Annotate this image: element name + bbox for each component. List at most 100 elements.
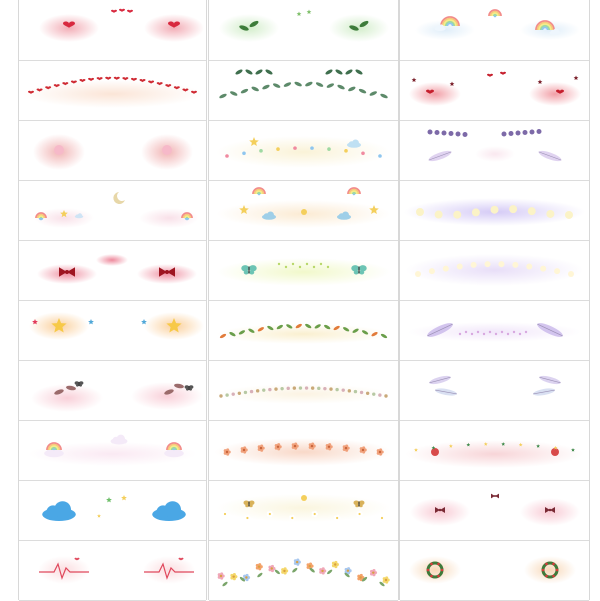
sticker-art bbox=[410, 493, 580, 526]
dot-icon bbox=[464, 330, 468, 334]
heart-icon bbox=[45, 86, 52, 90]
flower-icon bbox=[255, 563, 263, 571]
rainbow-icon bbox=[488, 9, 502, 18]
pearl-icon bbox=[508, 131, 514, 136]
sticker-cell-star-faces-orange bbox=[19, 300, 206, 361]
bow-icon bbox=[435, 507, 445, 513]
flower-icon bbox=[376, 448, 384, 456]
heart-icon bbox=[53, 84, 60, 88]
star-icon bbox=[32, 319, 38, 325]
sticker-cell-red-bow-blush bbox=[19, 240, 206, 301]
feather-icon bbox=[538, 150, 562, 162]
leaf-icon bbox=[286, 324, 293, 329]
leaf-icon bbox=[352, 328, 359, 333]
sticker-art bbox=[219, 69, 388, 99]
dot-icon bbox=[242, 151, 246, 156]
pearl-icon bbox=[462, 132, 468, 137]
sticker-cell-purple-feather-arcs bbox=[400, 300, 589, 361]
bow-icon bbox=[59, 267, 75, 277]
leaf-icon bbox=[371, 331, 378, 337]
sticker-art bbox=[216, 258, 391, 286]
bead-icon bbox=[378, 393, 382, 397]
rainbow-icon bbox=[46, 442, 62, 451]
dot-icon bbox=[298, 265, 302, 269]
sticker-art bbox=[216, 187, 391, 228]
dot-icon bbox=[277, 262, 281, 266]
sticker-cell-pastel-rainbow-clouds bbox=[19, 420, 206, 481]
star-icon bbox=[518, 442, 523, 447]
cloud-icon bbox=[74, 213, 84, 219]
pearl-icon bbox=[498, 261, 505, 268]
star-icon bbox=[141, 319, 147, 325]
pearl-icon bbox=[441, 130, 447, 136]
pearl-icon bbox=[509, 205, 518, 214]
star-icon bbox=[501, 442, 506, 446]
leaf-icon bbox=[355, 69, 363, 75]
heart-icon bbox=[165, 84, 172, 88]
leaf-icon bbox=[219, 93, 227, 99]
butterfly-icon bbox=[353, 500, 365, 508]
star-icon bbox=[536, 444, 540, 448]
heart-icon bbox=[74, 557, 80, 561]
sticker-column bbox=[18, 0, 207, 601]
pearl-icon bbox=[434, 210, 443, 219]
leaf-icon bbox=[333, 325, 340, 331]
flower-icon bbox=[223, 448, 231, 456]
flower-icon bbox=[240, 446, 248, 454]
leaf-icon bbox=[379, 581, 385, 587]
blue-cloud-icon bbox=[42, 501, 76, 521]
star-icon bbox=[449, 444, 453, 448]
star-icon bbox=[369, 205, 379, 214]
leaf-icon bbox=[257, 572, 263, 578]
star-icon bbox=[60, 210, 68, 218]
leaf-icon bbox=[248, 328, 255, 333]
sticker-cell-red-hearts-blush bbox=[19, 0, 206, 61]
leaf-icon bbox=[239, 25, 249, 31]
leaf-icon bbox=[361, 576, 368, 582]
heart-icon bbox=[28, 90, 34, 94]
bead-icon bbox=[372, 392, 376, 396]
leaf-icon bbox=[255, 69, 263, 75]
heart-icon bbox=[130, 77, 137, 82]
flower-icon bbox=[308, 442, 316, 450]
sticker-cell-sun-cloud-faces bbox=[209, 120, 398, 181]
dot-icon bbox=[458, 332, 462, 336]
sticker-cell-bird-leaf-garland bbox=[209, 300, 398, 361]
bead-icon bbox=[341, 388, 345, 392]
dot-icon bbox=[305, 262, 309, 266]
flower-icon bbox=[319, 567, 327, 575]
sticker-art bbox=[407, 322, 582, 342]
flower-icon bbox=[230, 573, 238, 581]
sticker-cell-lilac-feathers-pearls bbox=[400, 120, 589, 181]
bead-icon bbox=[219, 394, 223, 398]
heart-icon bbox=[139, 79, 146, 83]
sticker-art bbox=[38, 556, 195, 584]
pearl-icon bbox=[484, 261, 491, 268]
heart-icon bbox=[173, 86, 180, 90]
leaf-icon bbox=[337, 84, 345, 90]
rainbow-icon bbox=[347, 187, 361, 196]
flower-icon bbox=[311, 510, 319, 518]
bead-icon bbox=[262, 388, 266, 392]
star-icon bbox=[431, 445, 436, 450]
heart-icon bbox=[168, 21, 180, 28]
leaf-icon bbox=[305, 81, 313, 87]
sticker-cell-feather-wings bbox=[400, 360, 589, 421]
pearl-icon bbox=[527, 207, 536, 216]
dot-icon bbox=[482, 332, 486, 336]
star-icon bbox=[296, 11, 302, 16]
flower-icon bbox=[257, 444, 265, 452]
sticker-cell-pink-bow-blush bbox=[400, 480, 589, 541]
pearl-icon bbox=[522, 130, 528, 135]
dot-icon bbox=[524, 330, 528, 334]
leaf-icon bbox=[359, 20, 369, 28]
cloud-icon bbox=[347, 139, 361, 148]
sticker-cell-bead-chain bbox=[209, 360, 398, 421]
flower-icon bbox=[342, 444, 350, 452]
leaf-icon bbox=[349, 25, 359, 31]
leaf-icon bbox=[164, 389, 174, 395]
flower-icon bbox=[293, 558, 301, 566]
bead-icon bbox=[347, 389, 352, 393]
heartbeat-icon bbox=[144, 562, 194, 580]
heart-icon bbox=[122, 77, 129, 81]
